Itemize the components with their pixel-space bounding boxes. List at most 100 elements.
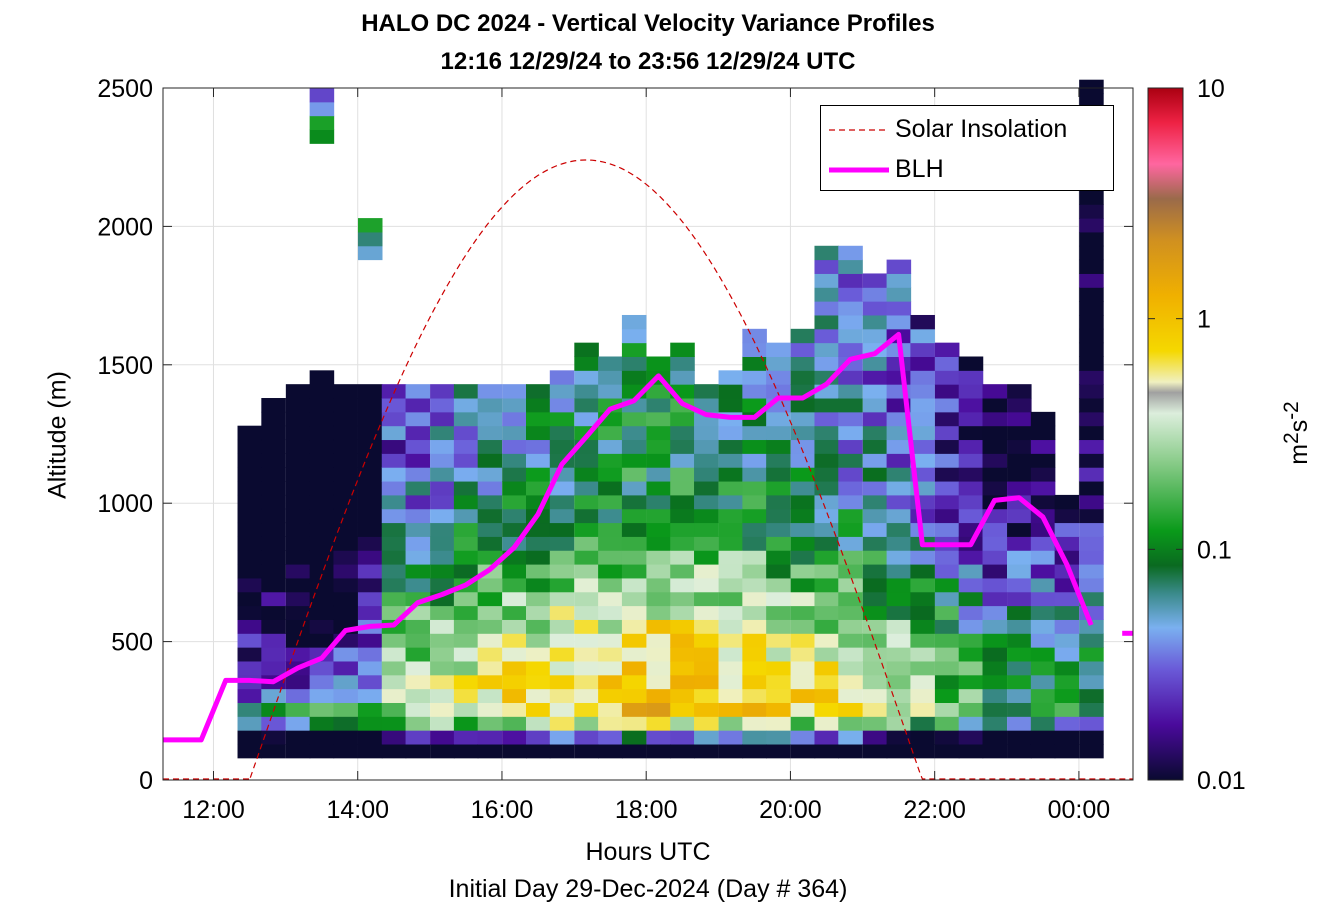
heatmap-cell	[1079, 287, 1104, 302]
heatmap-cell	[862, 577, 888, 593]
heatmap-cell	[1079, 619, 1104, 634]
heatmap-cell	[598, 550, 623, 565]
heatmap-cell	[670, 702, 695, 717]
heatmap-cell	[694, 467, 719, 482]
heatmap-cell	[621, 674, 647, 690]
heatmap-cell	[1030, 688, 1056, 703]
heatmap-cell	[405, 577, 431, 593]
heatmap-cell	[718, 674, 744, 690]
heatmap-cell	[718, 647, 744, 662]
heatmap-cell	[910, 370, 935, 385]
heatmap-cell	[838, 398, 863, 413]
heatmap-cell	[790, 536, 816, 551]
heatmap-cell	[549, 536, 575, 551]
heatmap-cell	[357, 467, 383, 482]
heatmap-cell	[982, 564, 1008, 579]
heatmap-cell	[357, 398, 383, 413]
heatmap-cell	[646, 481, 671, 496]
heatmap-cell	[574, 660, 599, 676]
heatmap-cell	[838, 522, 863, 537]
heatmap-cell	[742, 536, 767, 551]
heatmap-cell	[1054, 674, 1080, 690]
heatmap-cell	[525, 398, 551, 413]
heatmap-cell	[598, 647, 623, 662]
heatmap-cell	[646, 619, 671, 634]
heatmap-cell	[549, 411, 575, 427]
heatmap-cell	[405, 508, 431, 524]
heatmap-cell	[333, 605, 358, 620]
heatmap-cell	[405, 494, 431, 510]
heatmap-cell	[453, 453, 479, 468]
heatmap-cell	[405, 467, 431, 482]
heatmap-cell	[934, 660, 960, 676]
heatmap-cell	[814, 273, 840, 288]
heatmap-cell	[502, 716, 527, 731]
heatmap-cell	[886, 633, 912, 648]
heatmap-cell	[261, 730, 286, 745]
heatmap-cell	[742, 660, 767, 676]
heatmap-cell	[766, 522, 791, 537]
heatmap-cell	[549, 481, 575, 496]
heatmap-cell	[381, 453, 407, 468]
heatmap-cell	[381, 522, 407, 537]
heatmap-cell	[598, 494, 623, 510]
heatmap-cell	[670, 744, 695, 759]
heatmap-cell	[357, 439, 383, 454]
heatmap-cell	[381, 577, 407, 593]
heatmap-cell	[357, 411, 383, 427]
heatmap-cell	[694, 716, 719, 731]
heatmap-cell	[838, 633, 863, 648]
heatmap-cell	[381, 647, 407, 662]
heatmap-cell	[742, 577, 767, 593]
heatmap-cell	[549, 494, 575, 510]
colorbar-tick-label: 10	[1197, 75, 1225, 103]
heatmap-cell	[502, 591, 527, 607]
heatmap-cell	[549, 522, 575, 537]
heatmap-cell	[598, 577, 623, 593]
heatmap-cell	[477, 688, 503, 703]
heatmap-cell	[237, 702, 263, 717]
heatmap-cell	[646, 411, 671, 427]
heatmap-cell	[1079, 273, 1104, 288]
heatmap-cell	[381, 674, 407, 690]
heatmap-cell	[309, 467, 335, 482]
heatmap-cell	[910, 508, 935, 524]
heatmap-cell	[261, 453, 286, 468]
y-axis-label: Altitude (m)	[43, 371, 72, 499]
heatmap-cell	[549, 619, 575, 634]
x-tick-label: 20:00	[759, 796, 822, 824]
heatmap-cell	[694, 550, 719, 565]
heatmap-cell	[1007, 744, 1032, 759]
heatmap-cell	[886, 674, 912, 690]
heatmap-cell	[718, 536, 744, 551]
heatmap-cell	[285, 439, 311, 454]
heatmap-cell	[237, 619, 263, 634]
heatmap-cell	[261, 439, 286, 454]
heatmap-cell	[1030, 439, 1056, 454]
x-tick-label: 22:00	[903, 796, 966, 824]
heatmap-cell	[309, 411, 335, 427]
heatmap-cell	[910, 688, 935, 703]
heatmap-cell	[430, 411, 455, 427]
heatmap-cell	[285, 577, 311, 593]
heatmap-cell	[1030, 564, 1056, 579]
heatmap-cell	[718, 481, 744, 496]
heatmap-cell	[453, 550, 479, 565]
heatmap-cell	[525, 633, 551, 648]
heatmap-cell	[838, 273, 863, 288]
heatmap-cell	[549, 550, 575, 565]
heatmap-cell	[333, 481, 358, 496]
heatmap-cell	[1079, 564, 1104, 579]
heatmap-cell	[694, 494, 719, 510]
heatmap-cell	[790, 356, 816, 371]
heatmap-cell	[381, 730, 407, 745]
heatmap-cell	[1079, 494, 1104, 510]
heatmap-cell	[333, 647, 358, 662]
heatmap-cell	[430, 550, 455, 565]
heatmap-cell	[790, 605, 816, 620]
heatmap-cell	[790, 744, 816, 759]
heatmap-cell	[910, 425, 935, 441]
heatmap-cell	[958, 439, 984, 454]
heatmap-cell	[838, 619, 863, 634]
heatmap-cell	[1079, 467, 1104, 482]
